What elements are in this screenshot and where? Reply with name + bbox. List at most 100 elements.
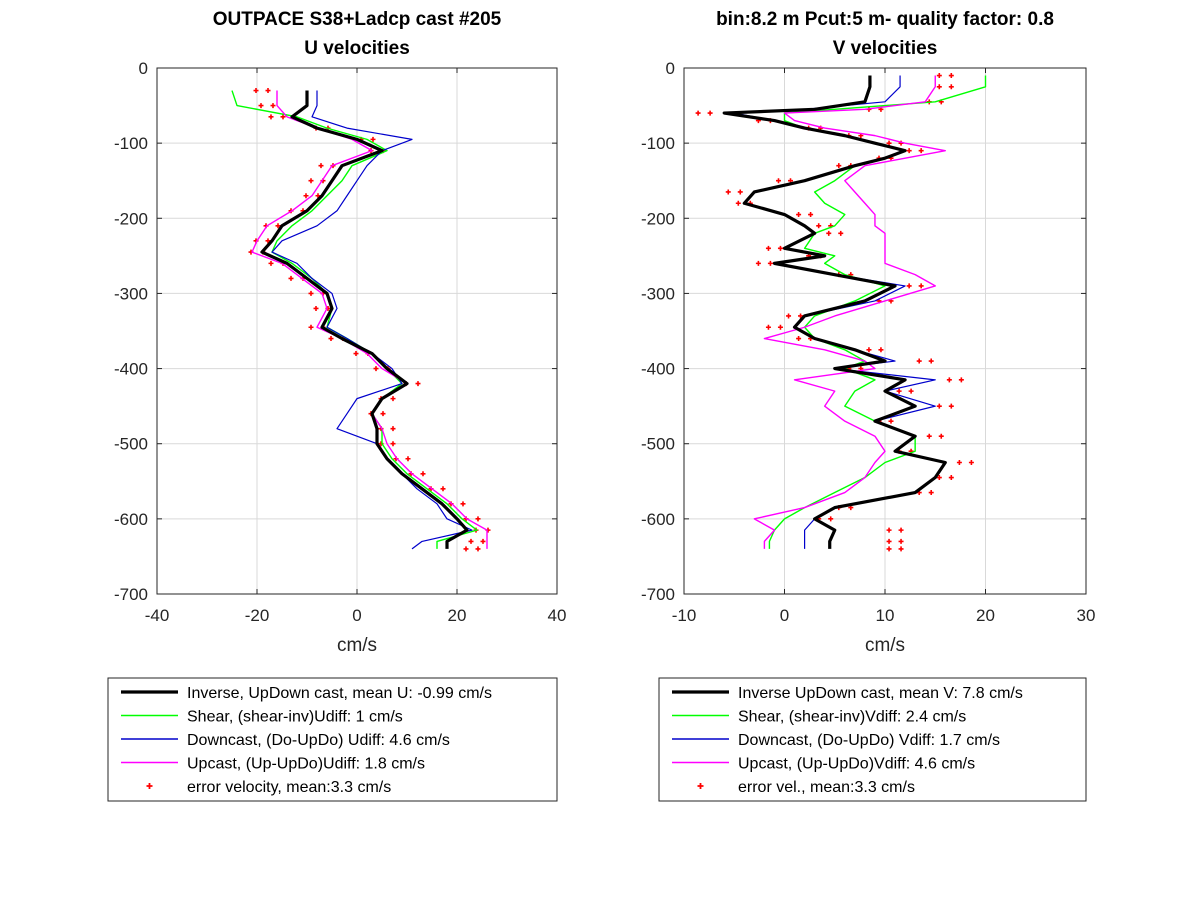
u-ytick-label: -700	[114, 585, 148, 604]
u-ytick-label: -500	[114, 435, 148, 454]
u-error-marker	[440, 486, 446, 492]
v-xtick-label: 0	[780, 606, 789, 625]
v-error-marker	[928, 490, 934, 496]
v-ytick-label: -700	[641, 585, 675, 604]
u-legend: Inverse, UpDown cast, mean U: -0.99 cm/s…	[107, 677, 558, 802]
v-error-marker	[956, 460, 962, 465]
u-error-marker	[420, 471, 426, 477]
u-velocity-axes: -40 -20 0 20 400-100-200-300-400-500-600-700…	[114, 59, 566, 656]
v-error-marker	[707, 110, 713, 116]
u-error-velocity-markers	[248, 88, 491, 552]
u-ytick-label: -300	[114, 284, 148, 303]
u-error-marker	[303, 193, 309, 199]
u-error-marker	[390, 441, 396, 447]
v-error-marker	[918, 283, 924, 289]
v-error-marker	[948, 73, 954, 79]
v-upcast-line	[753, 75, 946, 549]
u-upcast-line	[251, 90, 488, 549]
u-error-marker	[475, 516, 481, 522]
u-error-marker	[390, 426, 396, 432]
v-xlabel: cm/s	[865, 635, 905, 656]
v-error-marker	[886, 140, 892, 146]
u-legend-marker-4	[146, 783, 153, 789]
v-error-marker	[737, 189, 743, 195]
v-error-marker	[725, 189, 731, 195]
u-error-marker	[265, 238, 271, 244]
v-error-marker	[898, 546, 904, 552]
u-ytick-label: -100	[114, 134, 148, 153]
u-xtick-label: 0	[352, 606, 361, 625]
v-error-marker	[938, 433, 944, 439]
v-velocity-axes: -10 0 10 20 300-100-200-300-400-500-600-700 …	[641, 59, 1095, 656]
v-ytick-label: -300	[641, 284, 675, 303]
v-error-marker	[908, 388, 914, 394]
v-error-marker	[898, 527, 904, 533]
right-title-line1: bin:8.2 m Pcut:5 m- quality factor: 0.8	[716, 9, 1054, 30]
u-error-marker	[265, 88, 271, 94]
u-xtick-label: -20	[245, 606, 270, 625]
v-downcast-line	[733, 75, 946, 549]
u-ytick-label: -200	[114, 209, 148, 228]
v-error-marker	[808, 212, 814, 218]
u-error-marker	[353, 351, 359, 357]
u-inverse-line	[260, 90, 469, 549]
u-legend-label-3: Upcast, (Up-UpDo)Udiff: 1.8 cm/s	[187, 756, 425, 773]
v-legend-label-2: Downcast, (Do-UpDo) Vdiff: 1.7 cm/s	[738, 732, 1000, 749]
u-shear-line	[231, 90, 478, 549]
u-error-marker	[480, 538, 486, 544]
v-error-marker	[918, 148, 924, 154]
v-ytick-label: -100	[641, 134, 675, 153]
u-error-marker	[268, 260, 274, 266]
u-error-marker	[405, 456, 411, 462]
v-error-marker	[695, 110, 701, 116]
u-error-marker	[313, 305, 319, 311]
v-error-marker	[886, 527, 892, 533]
u-error-marker	[380, 411, 386, 417]
v-error-marker	[816, 223, 822, 229]
v-error-marker	[896, 388, 902, 394]
v-error-marker	[755, 260, 761, 266]
u-legend-box	[107, 677, 558, 802]
u-error-marker	[318, 163, 324, 169]
v-error-marker	[926, 433, 932, 439]
v-ytick-label: -400	[641, 360, 675, 379]
v-error-marker	[828, 516, 834, 522]
u-error-marker	[373, 366, 379, 372]
u-xtick-label: -40	[145, 606, 170, 625]
v-ytick-label: 0	[666, 59, 675, 78]
u-error-marker	[415, 381, 421, 387]
left-title-line2: U velocities	[304, 38, 410, 59]
u-error-marker	[315, 193, 321, 199]
v-error-marker	[948, 84, 954, 90]
u-error-marker	[270, 103, 276, 109]
u-legend-label-1: Shear, (shear-inv)Udiff: 1 cm/s	[187, 709, 403, 726]
v-error-marker	[776, 178, 781, 184]
v-error-marker	[798, 313, 804, 319]
v-ytick-label: -600	[641, 510, 675, 529]
v-error-marker	[826, 230, 832, 236]
u-error-marker	[475, 546, 481, 552]
v-error-marker	[886, 546, 892, 552]
u-error-marker	[460, 501, 466, 507]
v-error-marker	[928, 358, 934, 364]
v-error-marker	[765, 324, 771, 330]
v-error-marker	[777, 324, 783, 330]
u-error-marker	[390, 396, 396, 402]
v-error-marker	[958, 377, 964, 383]
v-error-marker	[796, 212, 802, 218]
v-error-marker	[767, 260, 773, 266]
u-error-marker	[268, 114, 274, 120]
v-legend-label-0: Inverse UpDown cast, mean V: 7.8 cm/s	[738, 685, 1023, 702]
u-error-marker	[258, 103, 264, 109]
v-error-marker	[777, 245, 783, 251]
v-legend-label-1: Shear, (shear-inv)Vdiff: 2.4 cm/s	[738, 709, 966, 726]
v-error-marker	[888, 418, 894, 424]
u-legend-label-0: Inverse, UpDown cast, mean U: -0.99 cm/s	[187, 685, 492, 702]
v-legend: Inverse UpDown cast, mean V: 7.8 cm/s She…	[658, 677, 1087, 802]
v-legend-label-4: error vel., mean:3.3 cm/s	[738, 779, 915, 796]
u-xtick-label: 40	[548, 606, 567, 625]
v-error-marker	[936, 403, 942, 409]
v-xtick-label: 20	[976, 606, 995, 625]
u-ytick-label: 0	[139, 59, 148, 78]
